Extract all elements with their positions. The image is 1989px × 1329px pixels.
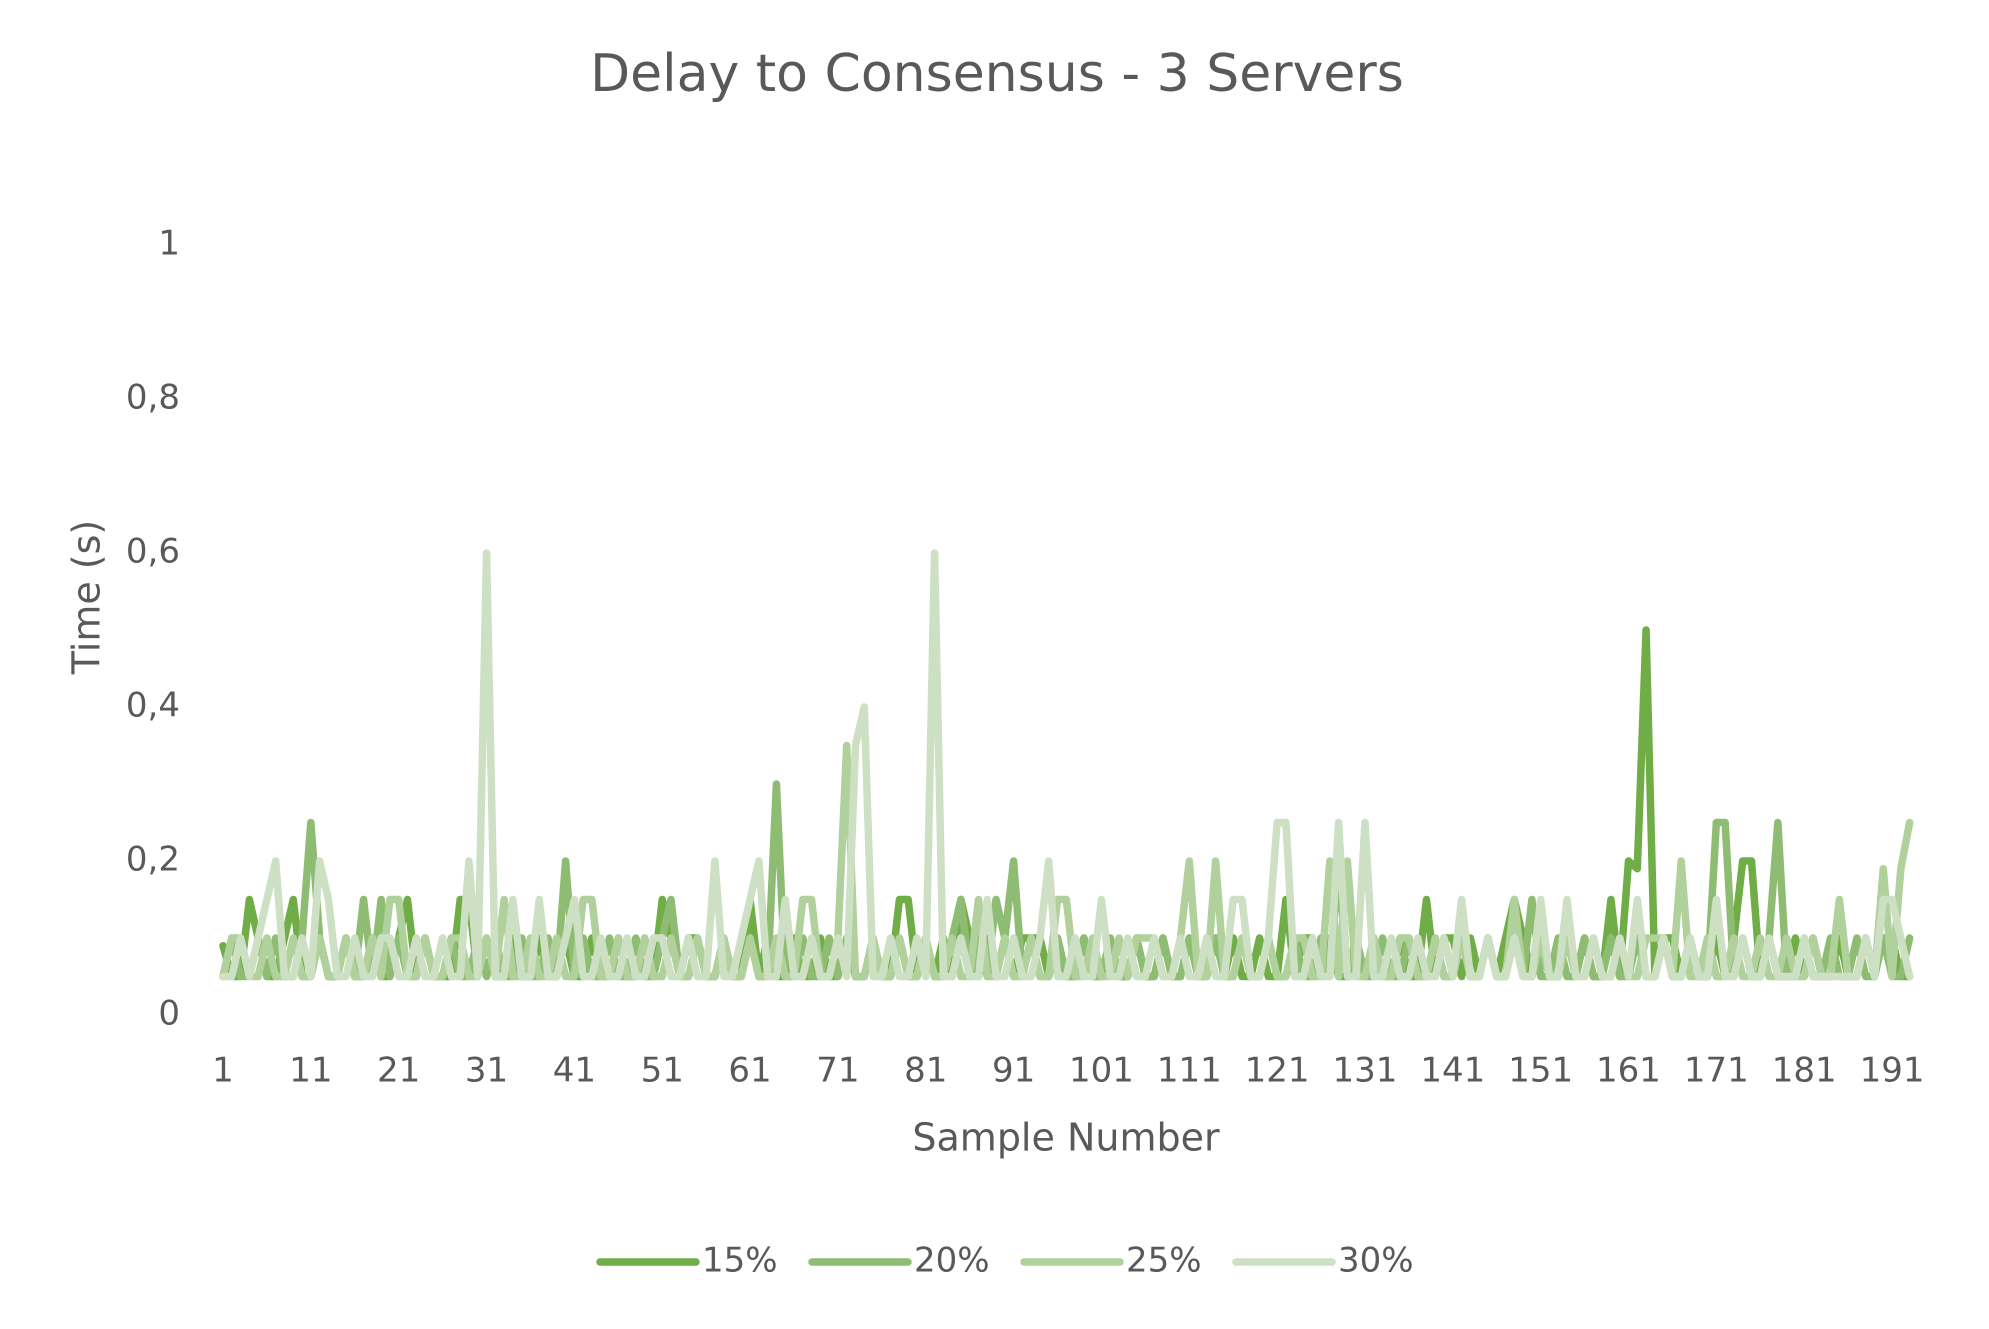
chart-title: Delay to Consensus - 3 Servers: [590, 44, 1404, 104]
legend-label: 15%: [702, 1241, 778, 1281]
x-tick-label: 101: [1069, 1051, 1134, 1091]
x-tick-label: 51: [641, 1051, 684, 1091]
y-tick-label: 0: [158, 994, 180, 1034]
x-tick-label: 31: [465, 1051, 508, 1091]
x-tick-label: 161: [1596, 1051, 1661, 1091]
x-tick-label: 191: [1860, 1051, 1925, 1091]
x-tick-label: 131: [1333, 1051, 1398, 1091]
y-axis-title: Time (s): [65, 520, 109, 676]
x-tick-label: 111: [1157, 1051, 1222, 1091]
x-tick-label: 121: [1245, 1051, 1310, 1091]
x-tick-label: 181: [1772, 1051, 1837, 1091]
x-tick-label: 141: [1420, 1051, 1485, 1091]
x-tick-label: 11: [289, 1051, 332, 1091]
y-tick-label: 0,6: [126, 532, 180, 572]
legend-label: 25%: [1126, 1241, 1202, 1281]
series-line: [219, 549, 1914, 981]
x-tick-label: 71: [816, 1051, 859, 1091]
x-tick-label: 61: [728, 1051, 771, 1091]
legend-label: 30%: [1338, 1241, 1414, 1281]
x-tick-label: 91: [992, 1051, 1035, 1091]
x-tick-label: 1: [212, 1051, 234, 1091]
y-tick-label: 1: [158, 224, 180, 264]
x-tick-label: 151: [1508, 1051, 1573, 1091]
y-tick-label: 0,4: [126, 686, 180, 726]
y-tick-label: 0,2: [126, 840, 180, 880]
x-axis-title: Sample Number: [912, 1116, 1220, 1160]
legend-label: 20%: [914, 1241, 990, 1281]
x-tick-label: 21: [377, 1051, 420, 1091]
x-tick-label: 81: [904, 1051, 947, 1091]
x-tick-label: 41: [553, 1051, 596, 1091]
y-tick-label: 0,8: [126, 378, 180, 418]
x-tick-label: 171: [1684, 1051, 1749, 1091]
